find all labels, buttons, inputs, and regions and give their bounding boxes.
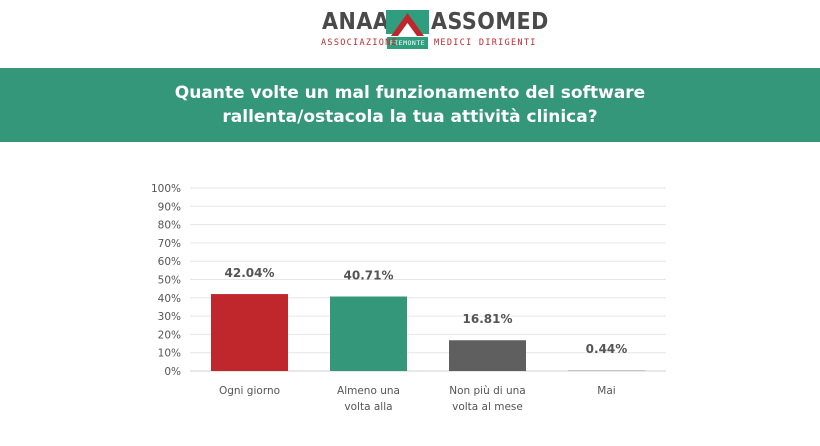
y-tick-label-60: 60% — [158, 256, 181, 268]
category-label-0-line-0: Ogni giorno — [219, 385, 280, 397]
chart-bars — [211, 294, 645, 371]
bar-0 — [211, 294, 288, 371]
y-axis-ticks: 0% 10% 20% 30% 40% 50% 60% 70% 80% 90% 100% — [151, 183, 181, 378]
category-label-3-line-0: Mai — [597, 385, 615, 397]
chart-category-labels: Ogni giorno Almeno una volta alla Non più d… — [219, 385, 616, 413]
logo-roof-icon — [386, 10, 429, 36]
chart-data-labels: 42.04% 40.71% 16.81% 0.44% — [225, 266, 628, 356]
question-banner: Quante volte un mal funzionamento del so… — [0, 68, 820, 142]
question-title: Quante volte un mal funzionamento del so… — [174, 83, 646, 127]
y-tick-label-40: 40% — [158, 293, 181, 305]
category-label-1-line-1: volta alla — [344, 401, 392, 413]
data-label-3: 0.44% — [586, 342, 628, 356]
y-tick-label-50: 50% — [158, 275, 181, 287]
bar-1 — [330, 296, 407, 371]
logo-word-assomed: ASSOMED — [431, 9, 549, 35]
category-label-2-line-0: Non più di una — [449, 385, 526, 397]
y-tick-label-0: 0% — [164, 366, 181, 378]
logo-sub-associazione: ASSOCIAZIONE — [321, 38, 399, 48]
data-label-0: 42.04% — [225, 266, 275, 280]
category-label-2-line-1: volta al mese — [452, 401, 523, 413]
logo-sub-medici-dirigenti: MEDICI DIRIGENTI — [434, 38, 537, 48]
y-tick-label-80: 80% — [158, 220, 181, 232]
bar-3 — [568, 370, 645, 371]
data-label-1: 40.71% — [344, 269, 394, 283]
y-tick-label-100: 100% — [151, 183, 181, 195]
y-tick-label-10: 10% — [158, 348, 181, 360]
logo-badge-piemonte: PIEMONTE — [387, 37, 428, 49]
category-label-1-line-0: Almeno una — [337, 385, 400, 397]
y-tick-label-20: 20% — [158, 329, 181, 341]
logo: ANAAO PIEMONTE ASSOMED ASSOCIAZIONE MEDI… — [0, 0, 820, 68]
data-label-2: 16.81% — [463, 312, 513, 326]
y-tick-label-70: 70% — [158, 238, 181, 250]
bar-2 — [449, 340, 526, 371]
y-tick-label-90: 90% — [158, 201, 181, 213]
y-tick-label-30: 30% — [158, 311, 181, 323]
